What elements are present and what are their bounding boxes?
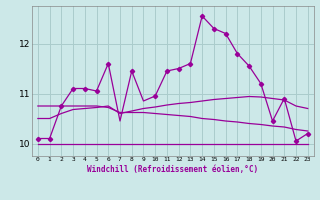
X-axis label: Windchill (Refroidissement éolien,°C): Windchill (Refroidissement éolien,°C): [87, 165, 258, 174]
